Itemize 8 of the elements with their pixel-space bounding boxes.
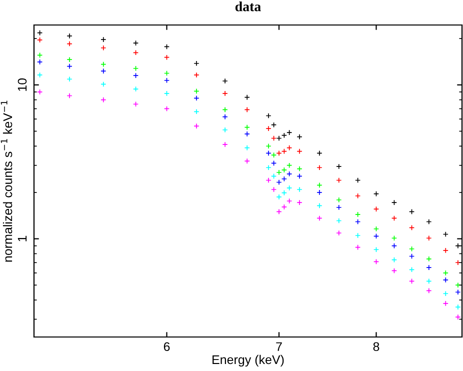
x-axis-title: Energy (keV)	[212, 354, 284, 367]
y-axis-title: normalized counts s$^{−1}$ keV$^{−1}$	[0, 100, 12, 262]
y-tick-label: 10	[18, 78, 27, 91]
x-tick-label: 7	[276, 342, 282, 351]
chart-title: data	[235, 1, 261, 12]
y-tick-label: 1	[18, 236, 27, 242]
x-tick-label: 6	[164, 342, 170, 352]
x-tick-label: 8	[373, 342, 380, 352]
